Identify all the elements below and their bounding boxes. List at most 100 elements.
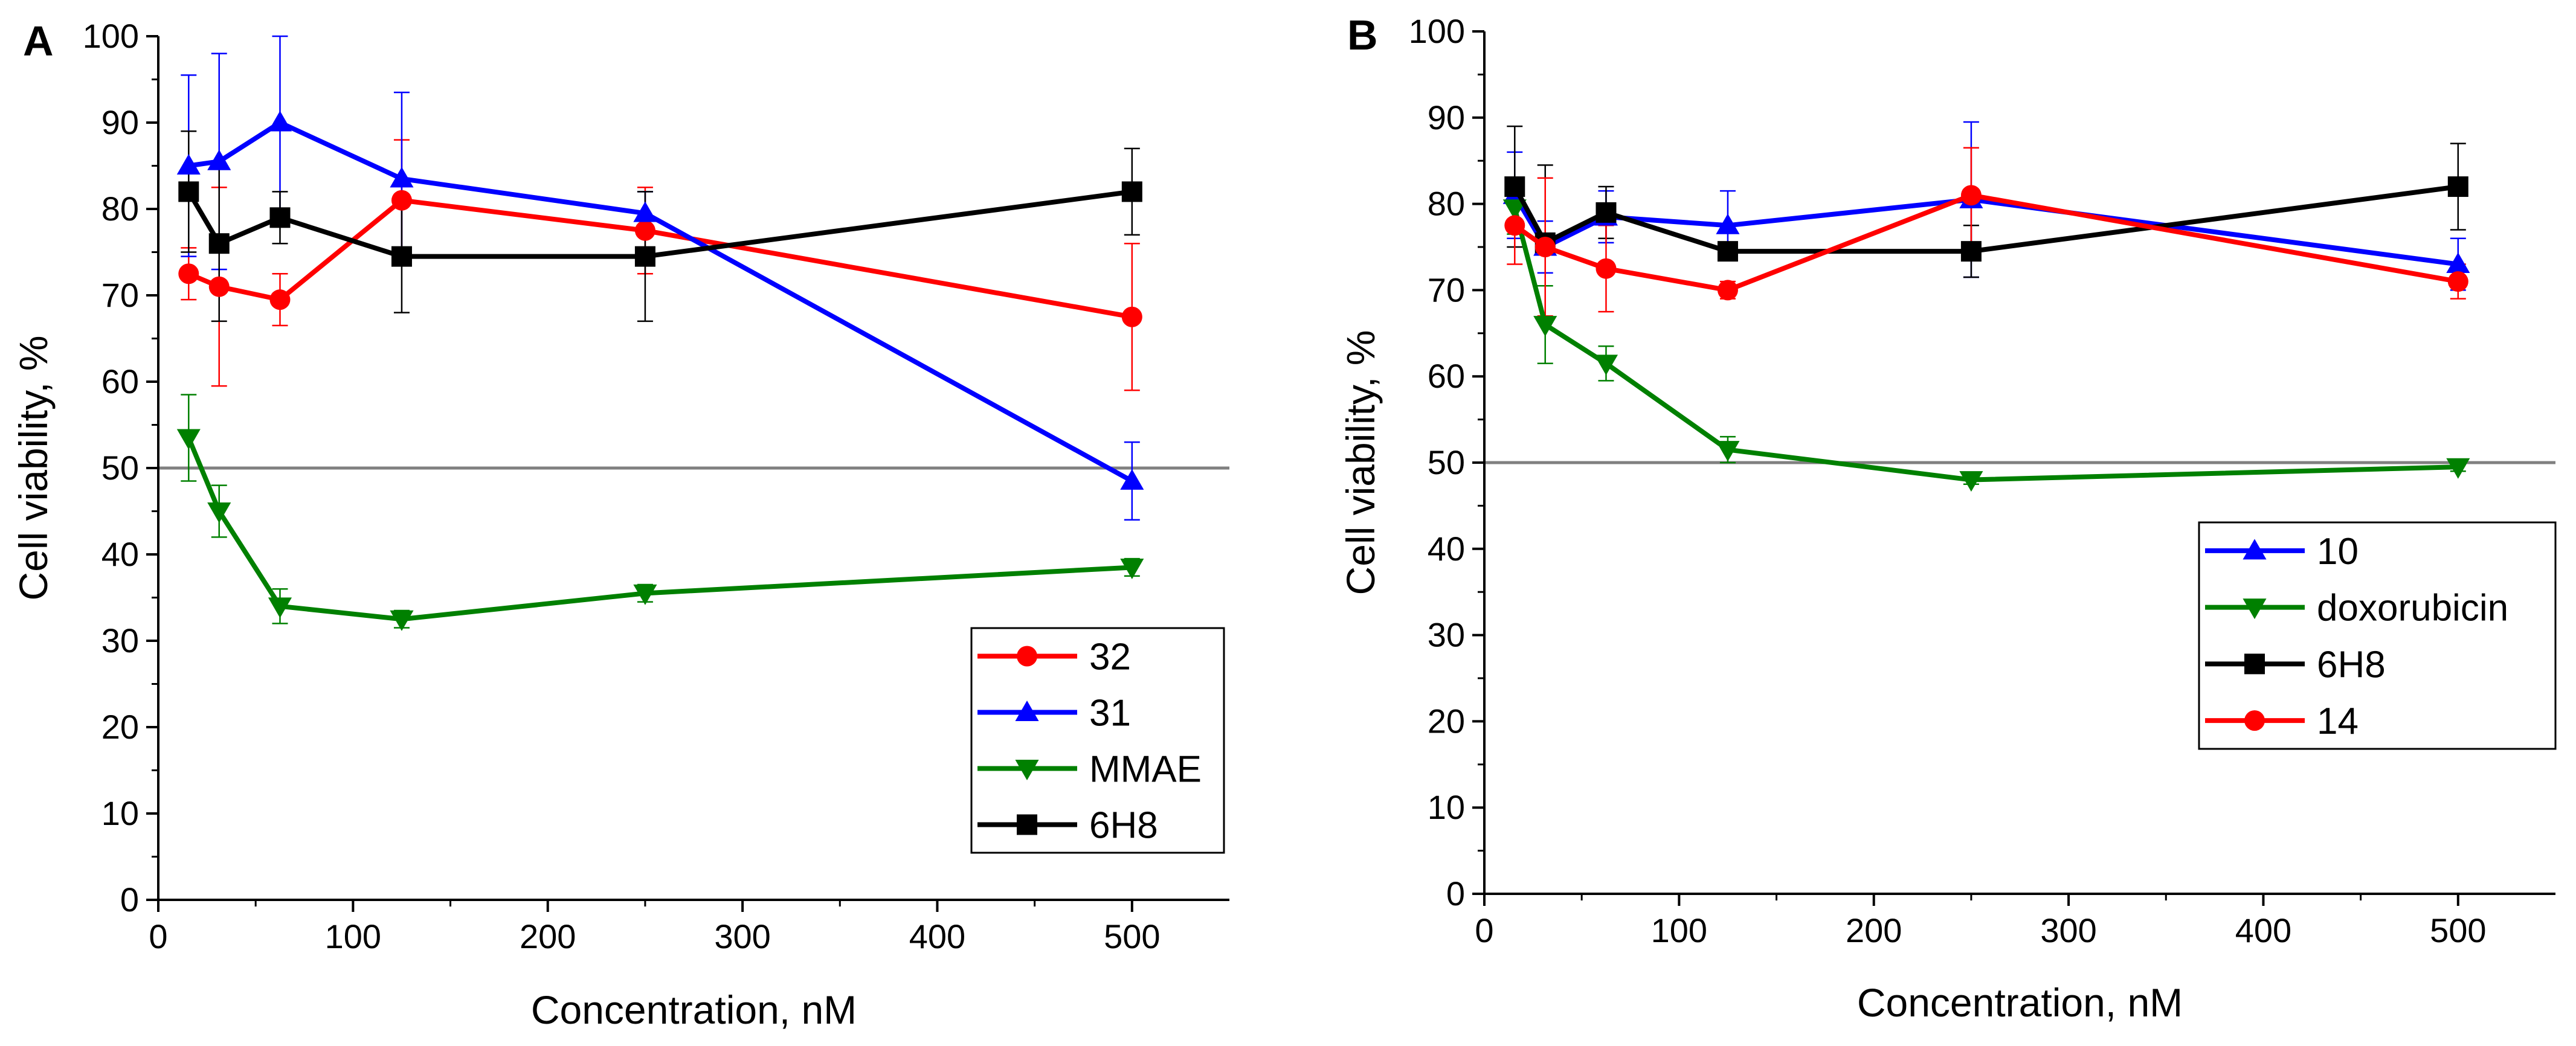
data-point [1717,280,1738,301]
series-line [187,197,1133,319]
panel-label: A [23,18,54,65]
y-tick-label: 70 [1428,271,1465,309]
data-point [1121,306,1142,327]
y-tick-label: 70 [101,276,139,314]
y-axis-title: Cell viability, % [1338,330,1383,595]
series-line [1513,193,2459,293]
data-point [269,289,291,310]
panel-label: B [1347,11,1378,59]
y-tick-label: 20 [101,708,139,746]
data-point [176,429,201,450]
data-point [2447,271,2468,292]
x-tick-label: 300 [2040,911,2096,949]
legend-marker [2244,653,2265,675]
data-point [1121,181,1142,202]
legend-label: 32 [1089,637,1131,678]
data-point [2446,458,2470,479]
data-point [390,610,414,631]
y-tick-label: 30 [101,621,139,659]
y-tick-label: 50 [101,449,139,487]
legend-marker [2243,539,2267,560]
data-point [208,276,230,297]
legend-marker [1017,814,1037,835]
y-tick-label: 0 [1446,874,1465,913]
data-point [1960,185,1982,206]
series-14 [1504,185,2468,301]
y-tick-label: 10 [101,794,139,832]
x-axis-title: Concentration, nM [1857,980,2183,1025]
data-point [1716,213,1740,234]
x-tick-label: 300 [714,917,770,955]
legend: 10 doxorubicin 6H8 14 [2198,521,2557,750]
y-tick-label: 90 [101,103,139,141]
legend-marker [1017,646,1037,667]
error-bars-6H8 [1507,125,2466,321]
legend-label: 6H8 [1089,805,1158,847]
data-point [178,263,199,284]
legend-label: 14 [2317,701,2359,742]
legend-box [970,627,1225,854]
legend-marker [2244,710,2265,731]
data-point [633,584,657,605]
x-tick-label: 0 [1475,911,1493,949]
data-point [1534,237,1556,257]
data-point [1120,469,1144,490]
y-tick-label: 50 [1428,443,1465,481]
x-axis-title: Concentration, nM [531,987,857,1032]
data-point [208,233,230,254]
y-tick-label: 40 [101,535,139,573]
y-tick-label: 60 [1428,357,1465,395]
legend-label: doxorubicin [2317,588,2508,629]
data-point [1596,258,1617,279]
data-point [207,149,231,170]
x-tick-label: 500 [2430,911,2486,949]
data-point [268,111,292,132]
legend-label: 31 [1089,693,1131,734]
data-point [391,246,412,267]
data-point [633,201,657,222]
data-point [1504,176,1525,197]
y-tick-label: 100 [1409,12,1465,50]
y-tick-label: 80 [1428,185,1465,223]
legend-marker [1015,760,1039,781]
y-axis-title: Cell viability, % [11,336,56,601]
data-point [2446,252,2470,274]
series-line [188,120,1133,483]
y-tick-label: 100 [83,17,139,55]
legend-marker [1015,700,1039,721]
x-tick-label: 400 [2235,911,2291,949]
data-point [1594,355,1618,376]
data-point [391,190,412,211]
legend-label: 10 [2317,531,2359,573]
series-line [186,437,1133,622]
error-bars-31 [181,35,1140,521]
data-point [1120,559,1144,579]
series-doxorubicin [1502,199,2470,492]
data-point [634,246,655,267]
data-point [1596,202,1617,223]
data-point [1502,199,1527,220]
data-point [176,153,201,175]
data-point [178,181,199,202]
y-tick-label: 10 [1428,788,1465,826]
data-point [207,502,231,524]
x-tick-label: 200 [520,917,576,955]
y-tick-label: 90 [1428,98,1465,136]
data-point [1504,215,1525,236]
data-point [268,597,292,618]
data-point [2447,176,2468,197]
series-MMAE [176,429,1144,631]
legend: 32 31 MMAE 6H8 [970,627,1225,854]
data-point [1717,241,1738,262]
legend-label: MMAE [1089,749,1202,791]
data-point [1960,241,1982,262]
x-tick-label: 200 [1846,911,1902,949]
data-point [390,167,414,188]
data-point [1533,316,1557,337]
x-tick-label: 0 [149,917,167,955]
y-tick-label: 30 [1428,616,1465,654]
x-tick-label: 100 [1651,911,1707,949]
y-tick-label: 0 [120,881,139,919]
y-tick-label: 40 [1428,530,1465,568]
